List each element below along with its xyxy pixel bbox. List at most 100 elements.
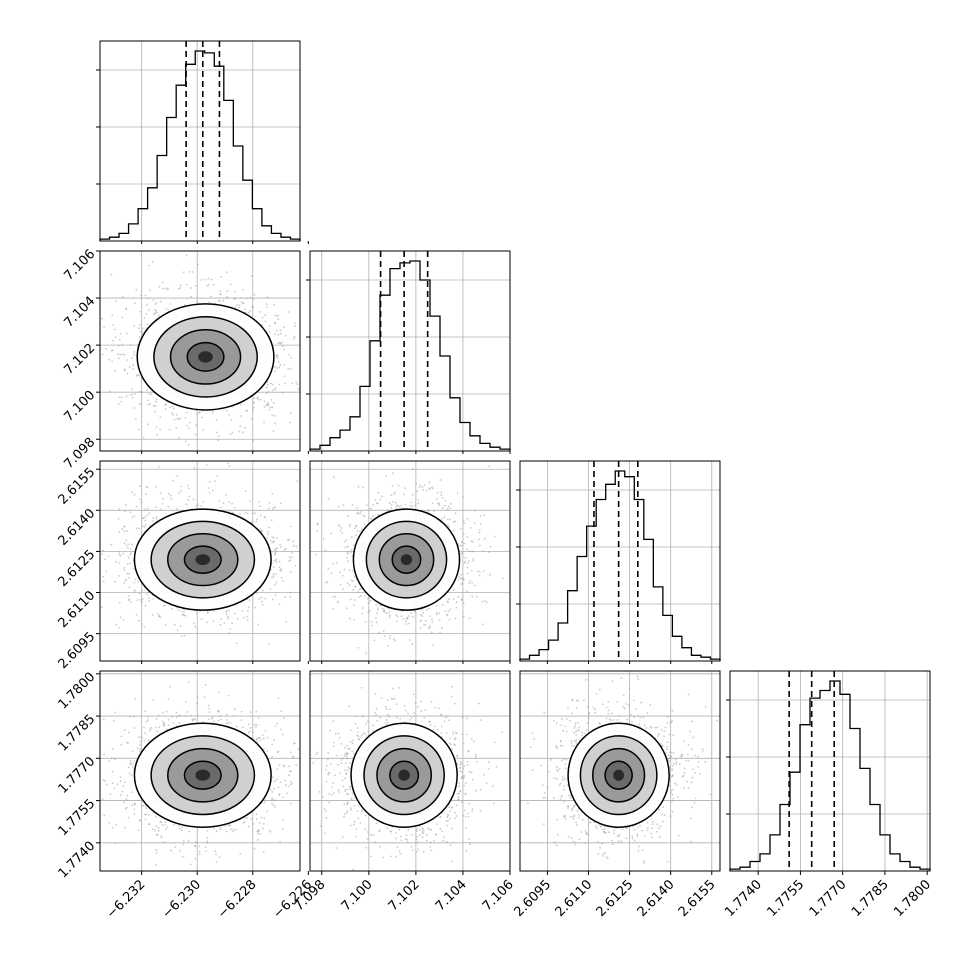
scatter-point <box>263 421 265 424</box>
scatter-point <box>135 374 138 377</box>
scatter-point <box>126 794 129 797</box>
scatter-point <box>289 571 292 574</box>
histogram-bin <box>800 725 810 871</box>
scatter-point <box>145 813 147 816</box>
scatter-point <box>117 353 119 356</box>
scatter-point <box>273 304 275 306</box>
scatter-point <box>430 618 433 621</box>
scatter-point <box>115 824 118 826</box>
scatter-point <box>354 527 356 530</box>
histogram-bin <box>176 85 186 241</box>
scatter-point <box>185 503 188 506</box>
scatter-point <box>169 494 172 497</box>
histogram-bin <box>790 772 800 871</box>
scatter-point <box>142 436 145 439</box>
scatter-point <box>129 344 132 346</box>
scatter-point <box>391 485 394 487</box>
scatter-point <box>188 270 191 273</box>
scatter-point <box>350 549 353 551</box>
scatter-point <box>358 588 361 591</box>
scatter-point <box>184 714 187 717</box>
scatter-point <box>241 609 244 612</box>
scatter-point <box>120 400 123 403</box>
scatter-point <box>110 543 113 546</box>
scatter-point <box>133 493 136 496</box>
scatter-point <box>340 527 343 529</box>
scatter-point <box>255 724 258 726</box>
scatter-point <box>294 564 297 567</box>
scatter-point <box>167 505 170 508</box>
scatter-point <box>254 606 256 609</box>
scatter-point <box>180 489 183 492</box>
scatter-point <box>265 392 268 395</box>
scatter-point <box>452 589 455 591</box>
scatter-point <box>350 536 353 539</box>
scatter-point <box>147 264 150 267</box>
scatter-point <box>440 627 443 629</box>
histogram-bin <box>644 539 654 661</box>
scatter-point <box>245 297 248 300</box>
scatter-point <box>271 389 274 392</box>
scatter-point <box>265 303 268 306</box>
scatter-point <box>187 427 190 430</box>
scatter-point <box>281 345 284 348</box>
scatter-point <box>267 526 270 529</box>
scatter-point <box>125 332 128 335</box>
scatter-point <box>228 632 231 635</box>
scatter-point <box>336 601 339 604</box>
scatter-point <box>169 406 171 409</box>
scatter-point <box>273 583 276 586</box>
scatter-point <box>225 830 228 833</box>
scatter-point <box>251 417 253 420</box>
scatter-point <box>411 505 414 508</box>
scatter-point <box>121 353 124 356</box>
scatter-point <box>231 502 233 505</box>
scatter-point <box>229 627 232 630</box>
scatter-point <box>235 828 237 831</box>
scatter-point <box>449 608 452 611</box>
histogram-bin <box>271 233 281 241</box>
scatter-point <box>242 288 245 291</box>
scatter-point <box>132 364 135 367</box>
scatter-point <box>261 600 263 603</box>
scatter-point <box>231 622 233 625</box>
histogram-bin <box>606 484 616 661</box>
scatter-point <box>270 519 273 522</box>
scatter-point <box>400 504 403 507</box>
scatter-point <box>127 766 130 769</box>
scatter-point <box>265 404 268 407</box>
scatter-point <box>468 550 470 552</box>
scatter-point <box>111 782 114 785</box>
scatter-point <box>405 620 407 622</box>
scatter-point <box>276 722 279 725</box>
scatter-point <box>247 606 250 609</box>
scatter-point <box>129 394 132 396</box>
scatter-point <box>408 622 411 625</box>
scatter-point <box>357 486 360 488</box>
scatter-point <box>338 524 341 526</box>
scatter-point <box>231 830 234 833</box>
scatter-point <box>283 326 286 328</box>
scatter-point <box>377 491 380 494</box>
scatter-point <box>103 326 106 329</box>
histogram-bin <box>850 729 860 872</box>
scatter-point <box>260 596 263 599</box>
scatter-point <box>274 387 277 390</box>
histogram-bin <box>148 188 158 241</box>
scatter-point <box>200 279 203 281</box>
scatter-point <box>397 505 400 508</box>
scatter-point <box>452 598 455 600</box>
scatter-point <box>206 611 209 614</box>
scatter-point <box>333 476 335 478</box>
scatter-point <box>159 428 161 431</box>
scatter-point <box>188 830 191 833</box>
scatter-point <box>235 642 238 645</box>
scatter-point <box>421 486 424 488</box>
scatter-point <box>273 414 276 417</box>
scatter-point <box>420 613 422 616</box>
scatter-point <box>352 544 355 546</box>
scatter-point <box>269 539 272 542</box>
scatter-point <box>441 507 444 509</box>
scatter-point <box>432 644 435 646</box>
scatter-point <box>169 685 171 688</box>
